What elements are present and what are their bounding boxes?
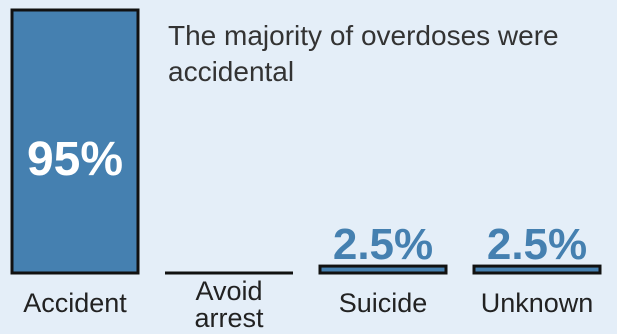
- chart-title: The majority of overdoses were accidenta…: [168, 20, 559, 87]
- category-label-accident: Accident: [23, 288, 127, 318]
- value-label-unknown: 2.5%: [487, 220, 587, 269]
- category-label-unknown: Unknown: [481, 288, 594, 318]
- category-label-avoid-arrest: Avoid arrest: [194, 276, 264, 333]
- category-label-suicide: Suicide: [339, 288, 428, 318]
- value-label-suicide: 2.5%: [333, 220, 433, 269]
- value-label-accident: 95%: [27, 133, 123, 186]
